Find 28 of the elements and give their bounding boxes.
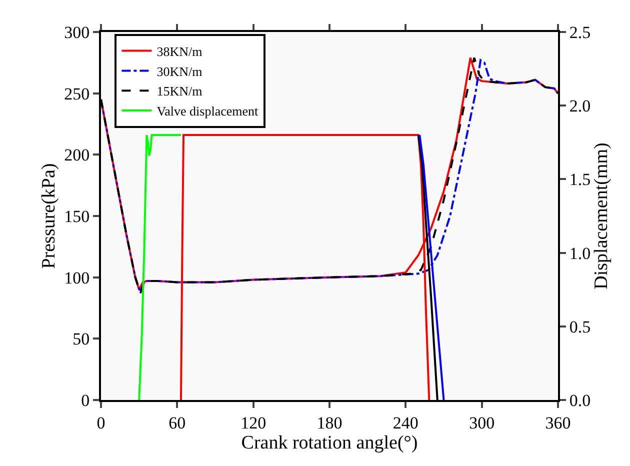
legend-label: 15KN/m (156, 84, 202, 99)
y2-tick-label: 0.0 (569, 390, 591, 410)
y2-tick-label: 1.0 (569, 244, 591, 263)
line-series (138, 134, 182, 400)
y-tick-label: 200 (64, 146, 90, 165)
y2-tick-label: 2.5 (569, 22, 591, 42)
y2-tick-label: 0.5 (569, 317, 591, 336)
y-tick-label: 300 (64, 22, 90, 42)
x-tick-label: 300 (469, 413, 495, 432)
legend-label: 38KN/m (156, 44, 202, 59)
y2-tick-label: 1.5 (569, 170, 591, 190)
y2-axis-title: Displacement(mm) (590, 142, 612, 290)
x-tick-label: 360 (545, 413, 571, 432)
legend-label: 30KN/m (156, 64, 202, 79)
x-tick-label: 60 (168, 413, 186, 432)
x-axis-title: Crank rotation angle(°) (241, 432, 418, 454)
y-tick-label: 250 (64, 84, 90, 104)
x-tick-label: 180 (316, 413, 342, 432)
y-tick-label: 50 (72, 330, 90, 349)
y-tick-label: 100 (64, 268, 90, 288)
x-tick-label: 240 (392, 413, 418, 432)
y2-tick-label: 2.0 (569, 96, 591, 116)
y-tick-label: 150 (64, 206, 90, 226)
x-tick-label: 0 (96, 413, 106, 432)
x-tick-label: 120 (240, 413, 266, 432)
legend-label: Valve displacement (156, 104, 259, 119)
y-tick-label: 0 (81, 390, 90, 410)
y-axis-title: Pressure(kPa) (38, 163, 60, 269)
